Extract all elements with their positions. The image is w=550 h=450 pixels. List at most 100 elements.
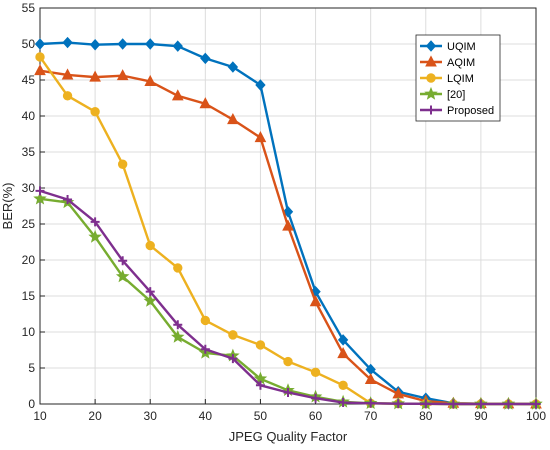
data-point-20 [33, 191, 47, 205]
y-tick-label: 25 [22, 217, 36, 231]
data-point-lqim [62, 91, 73, 101]
x-tick-label: 40 [199, 409, 213, 423]
data-point-proposed [145, 287, 155, 297]
legend-marker-uqim [425, 40, 437, 52]
data-point-uqim [89, 38, 101, 51]
x-tick-label: 70 [364, 409, 378, 423]
data-point-aqim [116, 69, 129, 81]
x-tick-label: 90 [474, 409, 488, 423]
y-tick-label: 50 [22, 37, 36, 51]
data-point-aqim [227, 113, 239, 125]
x-tick-label: 100 [526, 409, 546, 423]
y-tick-label: 10 [22, 325, 36, 339]
legend-marker-20 [424, 86, 438, 100]
data-point-uqim [337, 334, 349, 346]
y-tick-label: 20 [22, 253, 36, 267]
legend-label-aqim: AQIM [447, 57, 475, 69]
y-tick-label: 0 [28, 397, 35, 411]
legend-label-uqim: UQIM [447, 41, 476, 53]
data-point-aqim [282, 219, 294, 231]
data-point-aqim [171, 89, 184, 101]
data-point-proposed [311, 393, 321, 403]
data-point-aqim [61, 68, 74, 80]
data-point-uqim [117, 38, 128, 50]
data-point-lqim [310, 367, 321, 378]
data-point-proposed [338, 398, 348, 408]
data-point-20 [88, 229, 102, 243]
data-point-aqim [254, 131, 267, 143]
y-tick-label: 15 [22, 289, 36, 303]
x-tick-label: 60 [309, 409, 323, 423]
data-point-proposed [421, 399, 431, 409]
legend-label-lqim: LQIM [447, 73, 474, 85]
data-point-20 [115, 269, 130, 283]
data-point-proposed [200, 344, 210, 354]
x-axis-title: JPEG Quality Factor [229, 429, 348, 444]
data-point-proposed [283, 387, 293, 397]
data-point-proposed [118, 256, 128, 266]
x-tick-label: 30 [144, 409, 158, 423]
y-tick-label: 55 [22, 1, 36, 15]
data-point-uqim [200, 52, 211, 65]
data-point-proposed [476, 399, 486, 409]
data-point-aqim [34, 64, 46, 76]
data-point-proposed [366, 398, 376, 408]
x-tick-label: 50 [254, 409, 268, 423]
y-tick-label: 45 [22, 73, 36, 87]
x-tick-label: 20 [88, 409, 102, 423]
data-point-proposed [63, 195, 73, 205]
data-point-aqim [309, 295, 322, 307]
data-point-lqim [173, 263, 183, 273]
data-point-proposed [173, 320, 183, 330]
data-point-lqim [228, 330, 238, 340]
data-point-uqim [282, 206, 294, 218]
y-tick-label: 40 [22, 109, 36, 123]
data-point-20 [143, 293, 157, 307]
axis-ticks: 10 20 30 40 50 60 70 80 90 100 0 5 10 15 20 25 30 35 40 45 5… [22, 1, 547, 423]
data-point-uqim [145, 38, 156, 50]
data-point-proposed [90, 217, 100, 227]
legend-label-20: [20] [447, 89, 465, 101]
data-point-aqim [144, 74, 157, 86]
y-axis-title: BER(%) [0, 183, 15, 230]
legend-marker-aqim [425, 55, 437, 67]
data-point-lqim [255, 340, 266, 350]
x-tick-label: 80 [419, 409, 433, 423]
plot-area-frame [39, 7, 537, 405]
data-point-lqim [200, 315, 211, 326]
series-group [33, 36, 543, 410]
data-point-uqim [34, 38, 46, 50]
data-point-20 [171, 329, 185, 343]
legend: UQIM AQIM LQIM [20] Proposed [415, 34, 501, 122]
data-point-aqim [364, 372, 377, 385]
data-point-proposed [503, 399, 513, 409]
series-proposed [35, 186, 541, 409]
data-point-uqim [172, 40, 183, 52]
legend-marker-proposed [426, 105, 436, 115]
data-point-proposed [228, 354, 238, 364]
data-point-proposed [448, 399, 458, 409]
data-point-uqim [62, 36, 73, 49]
data-point-proposed [35, 186, 45, 196]
data-point-uqim [255, 79, 266, 91]
data-point-lqim [90, 106, 100, 117]
data-point-proposed [531, 399, 541, 409]
legend-label-proposed: Proposed [447, 105, 494, 117]
data-point-lqim [283, 356, 293, 367]
data-point-lqim [145, 240, 155, 251]
y-tick-label: 35 [22, 145, 36, 159]
x-tick-label: 10 [33, 409, 47, 423]
data-point-aqim [337, 347, 349, 359]
data-point-lqim [338, 380, 348, 390]
y-tick-label: 5 [28, 361, 35, 375]
data-point-aqim [199, 97, 212, 109]
data-point-proposed [255, 380, 265, 390]
data-point-uqim [227, 61, 239, 73]
data-point-lqim [35, 52, 45, 62]
data-point-lqim [117, 159, 128, 169]
y-tick-label: 30 [22, 181, 36, 195]
data-point-aqim [89, 70, 101, 82]
data-point-proposed [393, 399, 403, 409]
legend-marker-lqim [426, 73, 436, 83]
